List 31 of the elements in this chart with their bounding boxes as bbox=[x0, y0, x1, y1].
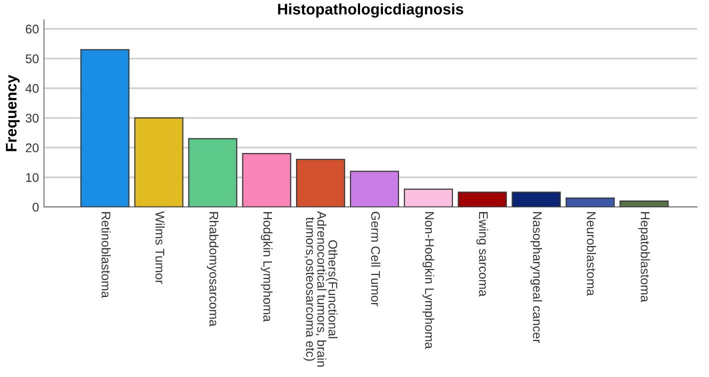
bar bbox=[350, 170, 400, 207]
x-tick-label: Germ Cell Tumor bbox=[371, 212, 380, 306]
y-tick-label: 0 bbox=[32, 202, 39, 212]
x-tick-label: Retinoblastoma bbox=[102, 212, 111, 298]
bar bbox=[80, 49, 130, 207]
x-tick-label: Wilms Tumor bbox=[155, 211, 165, 284]
chart-title: Histopathologicdiagnosis bbox=[278, 3, 464, 18]
x-tick-label: Others(Functional Adrenocortical tumors, brain tumors,osteosarcoma etc) bbox=[304, 211, 338, 367]
y-tick-label: 50 bbox=[26, 54, 39, 64]
y-tick-label: 20 bbox=[26, 143, 39, 152]
bar bbox=[242, 152, 292, 207]
y-tick-label: 40 bbox=[25, 84, 39, 93]
y-tick-label: 10 bbox=[26, 173, 39, 182]
x-tick-label: Hodgkin Lymphoma bbox=[260, 212, 272, 322]
x-tick-label: Nasopharyngeal cancer bbox=[530, 212, 542, 343]
x-tick-label: Non-Hodgkin Lymphoma bbox=[422, 212, 434, 349]
y-tick-label: 30 bbox=[26, 114, 39, 123]
bar bbox=[620, 200, 669, 207]
y-axis-title: Frequency bbox=[6, 74, 20, 152]
x-tick-label: Neuroblastoma bbox=[586, 212, 596, 296]
x-tick-label: Rhabdomyosarcoma bbox=[206, 212, 219, 326]
bar bbox=[566, 198, 615, 207]
y-tick-label: 60 bbox=[26, 24, 39, 34]
bar bbox=[512, 192, 561, 207]
bar bbox=[188, 138, 238, 207]
x-tick-label: Ewing sarcoma bbox=[476, 212, 488, 297]
bar bbox=[404, 188, 453, 207]
bar bbox=[458, 192, 507, 207]
bar bbox=[296, 158, 346, 207]
x-tick-label: Hepatoblastoma bbox=[638, 212, 650, 302]
bar bbox=[134, 117, 184, 207]
